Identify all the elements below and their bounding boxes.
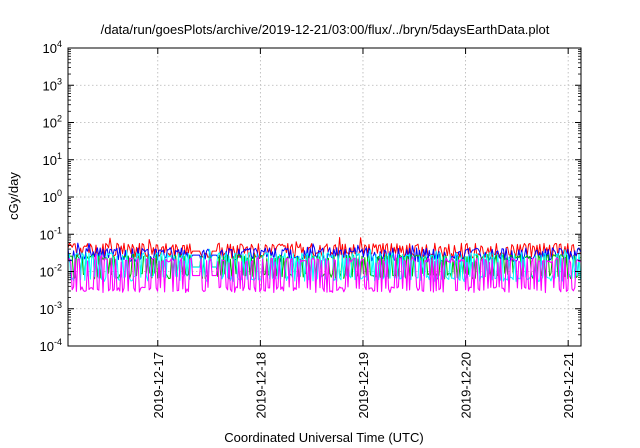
y-tick-label: 10-2 [40,263,62,280]
series-line [67,237,581,259]
data-series [67,237,581,294]
y-tick-label: 103 [43,76,62,93]
x-axis: 2019-12-17 2019-12-18 2019-12-19 2019-12-20… [151,48,576,419]
y-axis: 104 103 102 101 100 10-1 10-2 10-3 10-4 [40,39,581,354]
series-line [67,253,581,294]
series-line [67,248,581,282]
x-tick-label: 2019-12-19 [356,352,371,419]
x-tick-label: 2019-12-17 [151,352,166,419]
y-axis-label: cGy/day [6,172,21,220]
x-tick-label: 2019-12-21 [561,352,576,419]
y-tick-label: 10-4 [40,337,62,354]
x-tick-label: 2019-12-18 [253,352,268,419]
y-tick-label: 10-1 [40,225,62,242]
x-axis-label: Coordinated Universal Time (UTC) [224,430,423,445]
y-tick-label: 101 [43,151,62,168]
grid-lines [68,48,581,346]
y-tick-label: 100 [43,188,62,205]
chart-title: /data/run/goesPlots/archive/2019-12-21/0… [101,22,550,37]
y-tick-label: 102 [43,114,62,131]
y-tick-label: 10-3 [40,300,62,317]
y-tick-label: 104 [43,39,62,56]
x-tick-label: 2019-12-20 [459,352,474,419]
